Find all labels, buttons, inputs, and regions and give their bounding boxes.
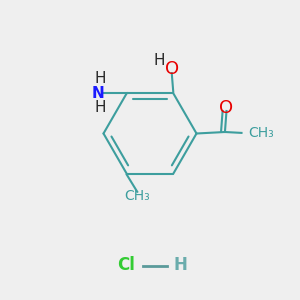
Text: O: O [219,99,234,117]
Text: H: H [173,256,187,274]
Text: H: H [153,53,165,68]
Text: Cl: Cl [117,256,135,274]
Text: H: H [94,71,106,86]
Text: H: H [94,100,106,115]
Text: O: O [165,60,179,78]
Text: CH₃: CH₃ [248,126,274,140]
Text: CH₃: CH₃ [124,189,150,203]
Text: N: N [92,86,105,101]
